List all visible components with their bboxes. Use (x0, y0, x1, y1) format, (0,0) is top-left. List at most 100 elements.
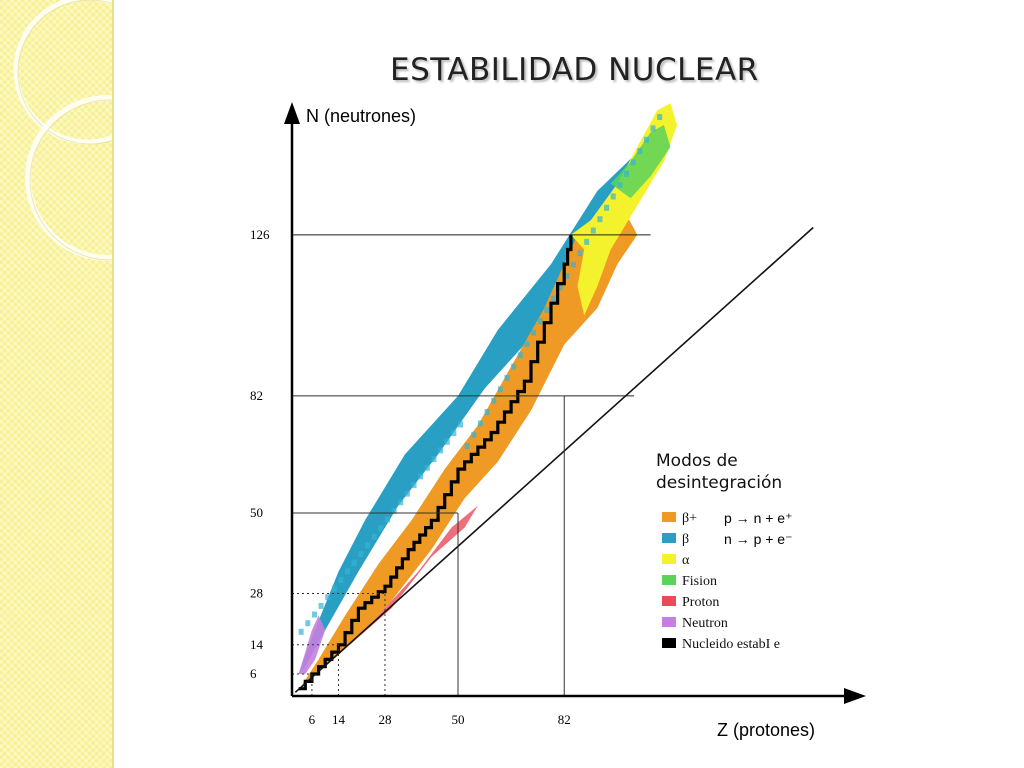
decorative-rings (13, 0, 112, 261)
beta-minus-cell (537, 318, 543, 325)
beta-minus-cell (451, 430, 457, 437)
beta-minus-cell (577, 250, 583, 257)
legend-swatch-neutron (662, 617, 676, 627)
decay-equation-beta_plus: p → n + e⁺ (724, 510, 792, 526)
beta-minus-cell (570, 261, 576, 268)
beta-minus-cell (464, 443, 470, 450)
beta-minus-cell (358, 551, 364, 558)
decay-equation-beta_minus: n → p + e⁻ (724, 531, 792, 547)
beta-minus-cell (524, 340, 530, 347)
legend-swatch-beta_minus (662, 533, 676, 543)
n-equals-z-line (294, 226, 814, 693)
beta-minus-cell (351, 559, 357, 566)
x-tick-label: 82 (558, 712, 571, 727)
slide-title: ESTABILIDAD NUCLEAR (390, 52, 759, 88)
fission-region (610, 125, 671, 199)
beta-minus-cell (311, 611, 317, 618)
beta-minus-cell (650, 125, 656, 132)
beta-minus-cell (604, 204, 610, 211)
nuclide-cells (294, 114, 814, 693)
nuclide-stability-chart: N (neutrones) Z (protones) 6 14 28 50 82 6 14 28… (232, 96, 882, 746)
beta-minus-cell (384, 516, 390, 523)
legend-swatch-stable (662, 638, 676, 648)
beta-minus-cell (484, 409, 490, 416)
legend-label-beta_plus: β+ (682, 511, 697, 526)
legend-label-beta_minus: β (682, 532, 689, 547)
x-tick-label: 50 (452, 712, 465, 727)
beta-minus-cell (590, 227, 596, 234)
beta-minus-cell (597, 216, 603, 223)
beta-minus-cell (338, 576, 344, 583)
beta-minus-cell (557, 284, 563, 291)
legend-label-fission: Fision (682, 574, 717, 589)
beta-minus-cell (471, 431, 477, 438)
beta-minus-cell (550, 295, 556, 302)
legend-label-neutron: Neutron (682, 616, 728, 631)
legend-swatch-proton (662, 596, 676, 606)
beta-minus-cell (391, 507, 397, 514)
beta-plus-region (302, 198, 638, 685)
legend-label-proton: Proton (682, 595, 719, 610)
beta-minus-cell (477, 420, 483, 427)
beta-minus-cell (371, 533, 377, 540)
beta-minus-cell (624, 170, 629, 177)
y-axis-label: N (neutrones) (306, 106, 416, 126)
beta-minus-cell (657, 114, 663, 121)
chart-grid (292, 234, 651, 696)
x-tick-label: 28 (378, 712, 391, 727)
beta-minus-cell (305, 620, 311, 627)
beta-minus-cell (404, 490, 410, 497)
beta-minus-cell (630, 159, 636, 166)
neutron-region (298, 615, 326, 674)
chart-axes: N (neutrones) Z (protones) (284, 102, 866, 740)
y-tick-label: 82 (250, 388, 263, 403)
y-tick-label: 14 (250, 637, 264, 652)
beta-minus-cell (531, 329, 537, 336)
beta-minus-cell (431, 456, 437, 463)
beta-minus-cell (318, 602, 324, 609)
x-tick-label: 14 (332, 712, 346, 727)
beta-minus-cell (497, 386, 503, 393)
y-tick-label: 28 (250, 586, 263, 601)
beta-minus-cell (610, 193, 616, 200)
y-axis-arrow (284, 102, 300, 124)
decorative-side-band (0, 0, 114, 768)
beta-minus-cell (398, 499, 404, 506)
beta-minus-cell (345, 568, 351, 575)
beta-minus-cell (637, 148, 643, 155)
x-axis-arrow (844, 688, 866, 704)
beta-minus-cell (544, 306, 550, 313)
legend-title-line-1: Modos de (656, 451, 738, 471)
beta-minus-cell (418, 473, 424, 480)
beta-minus-cell (365, 542, 371, 549)
legend-swatch-beta_plus (662, 512, 676, 522)
proton-region (358, 505, 478, 638)
beta-minus-cell (491, 397, 497, 404)
beta-minus-cell (325, 594, 331, 601)
beta-minus-cell (444, 438, 450, 445)
beta-minus-cell (504, 375, 510, 382)
beta-minus-cell (424, 464, 430, 471)
y-tick-label: 126 (250, 227, 270, 242)
beta-minus-cell (584, 238, 590, 245)
beta-minus-cell (643, 136, 649, 143)
stable-nuclide-line (298, 234, 573, 691)
y-tick-label: 50 (250, 505, 263, 520)
beta-minus-cell (517, 352, 523, 359)
legend-swatch-fission (662, 575, 676, 585)
beta-minus-cell (438, 447, 444, 454)
beta-minus-cell (378, 525, 384, 532)
legend-title-line-2: desintegración (656, 473, 782, 493)
legend-swatch-alpha (662, 554, 676, 564)
beta-minus-cell (411, 481, 417, 488)
beta-minus-cell (298, 628, 304, 635)
y-tick-label: 6 (250, 666, 257, 681)
beta-minus-cell (511, 363, 517, 370)
beta-minus-cell (331, 585, 337, 592)
decay-mode-bands (298, 103, 678, 685)
beta-minus-cell (617, 182, 623, 189)
chart-ticks: 6 14 28 50 82 6 14 28 50 82 126 (250, 227, 571, 727)
beta-minus-cell (458, 421, 463, 428)
legend-label-alpha: α (682, 553, 690, 568)
